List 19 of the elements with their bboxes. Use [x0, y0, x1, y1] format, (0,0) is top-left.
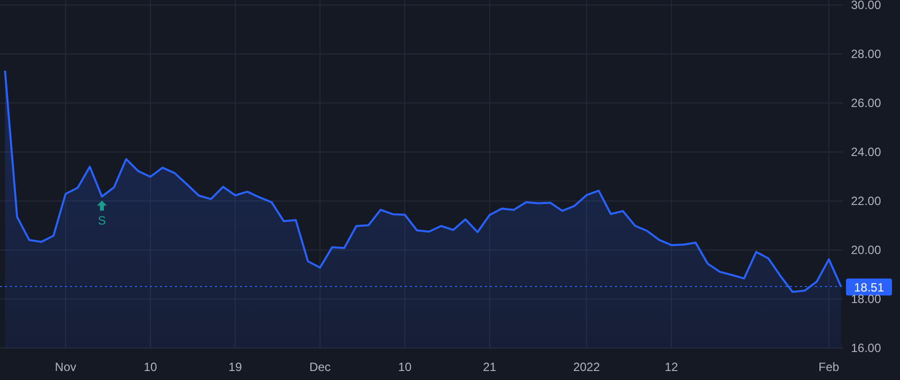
y-tick-label: 22.00	[850, 194, 882, 208]
x-tick-label: Feb	[818, 360, 840, 374]
x-tick-label: Dec	[309, 360, 331, 374]
ref-line-label: 18.51	[854, 280, 884, 295]
x-tick-label: 10	[398, 360, 412, 374]
y-tick-label: 26.00	[850, 96, 882, 110]
y-tick-label: 28.00	[850, 47, 882, 61]
y-tick-label: 24.00	[850, 145, 882, 159]
x-tick-label: 19	[228, 360, 242, 374]
y-tick-label: 30.00	[850, 0, 882, 12]
y-tick-label: 20.00	[850, 243, 882, 257]
x-tick-label: 10	[144, 360, 158, 374]
x-tick-label: 12	[664, 360, 678, 374]
y-tick-label: 16.00	[850, 341, 882, 355]
annotation: S	[98, 214, 106, 228]
x-tick-label: 21	[482, 360, 497, 374]
x-tick-label: 2022	[573, 360, 600, 374]
y-tick-label: 18.00	[850, 292, 882, 306]
x-tick-label: Nov	[54, 360, 76, 374]
